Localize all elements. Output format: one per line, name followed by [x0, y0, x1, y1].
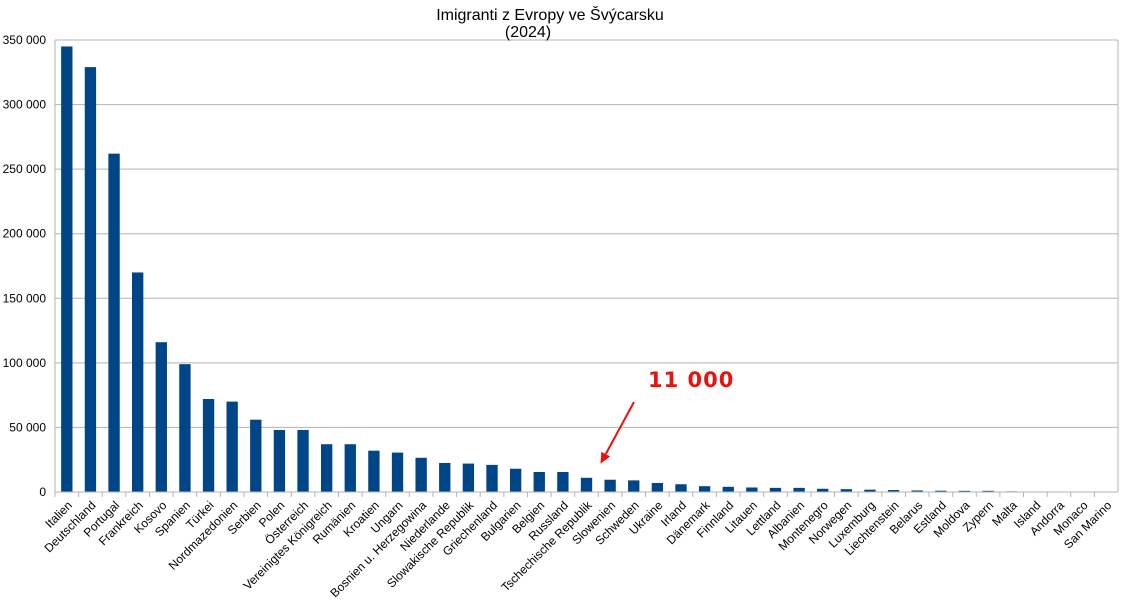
bar [911, 490, 923, 492]
bar [486, 464, 498, 492]
y-tick-label: 250 000 [3, 162, 47, 176]
bar [793, 487, 805, 492]
bar [415, 457, 427, 492]
bar [533, 471, 545, 492]
gridlines [55, 39, 1119, 493]
bar [651, 482, 664, 492]
bar [202, 399, 215, 492]
bar [746, 487, 758, 492]
annotation-arrow [604, 401, 635, 455]
bar [344, 444, 356, 492]
bar [439, 462, 451, 492]
bar [604, 479, 616, 492]
bars [61, 46, 1112, 493]
bar [935, 490, 947, 492]
y-tick-label: 50 000 [9, 420, 46, 434]
bar [982, 490, 994, 492]
bar [769, 487, 782, 492]
chart-subtitle: (2024) [505, 24, 551, 41]
bar [155, 342, 167, 492]
bar [509, 468, 522, 492]
y-tick-label: 350 000 [3, 33, 47, 47]
bar [722, 486, 734, 492]
y-tick-label: 0 [39, 485, 46, 499]
bar [840, 489, 853, 492]
y-tick-label: 100 000 [3, 356, 47, 370]
y-tick-labels: 0 50 000 100 000 150 000 200 000 250 000 300 0… [3, 33, 47, 499]
axes [54, 40, 1118, 497]
annotation-label: 11 000 [648, 368, 734, 392]
x-tick-labels: ItalienDeutschlandPortugalFrankreichKoso… [41, 498, 1114, 601]
bar [817, 488, 829, 492]
bar [108, 153, 120, 492]
bar [462, 463, 475, 492]
bar [61, 46, 73, 492]
bar [179, 364, 191, 492]
bar [273, 430, 286, 492]
y-tick-label: 150 000 [3, 291, 47, 305]
bar [84, 67, 97, 493]
bar [675, 484, 687, 492]
bar [132, 272, 144, 492]
bar [628, 480, 640, 492]
bar [557, 471, 569, 492]
bar [368, 450, 380, 492]
bar [580, 477, 593, 492]
bar [864, 489, 876, 492]
bar [391, 452, 404, 492]
annotation-arrowhead [600, 451, 611, 464]
bar [226, 401, 238, 492]
bar [250, 419, 262, 492]
bar [320, 444, 333, 492]
bar [297, 430, 309, 492]
chart-title: Imigranti z Evropy ve Švýcarsku [436, 5, 664, 24]
annotation: 11 000 [600, 368, 734, 464]
y-tick-label: 300 000 [3, 98, 47, 112]
bar [958, 490, 971, 492]
bar [887, 490, 900, 492]
y-tick-label: 200 000 [3, 227, 47, 241]
bar [698, 486, 711, 492]
